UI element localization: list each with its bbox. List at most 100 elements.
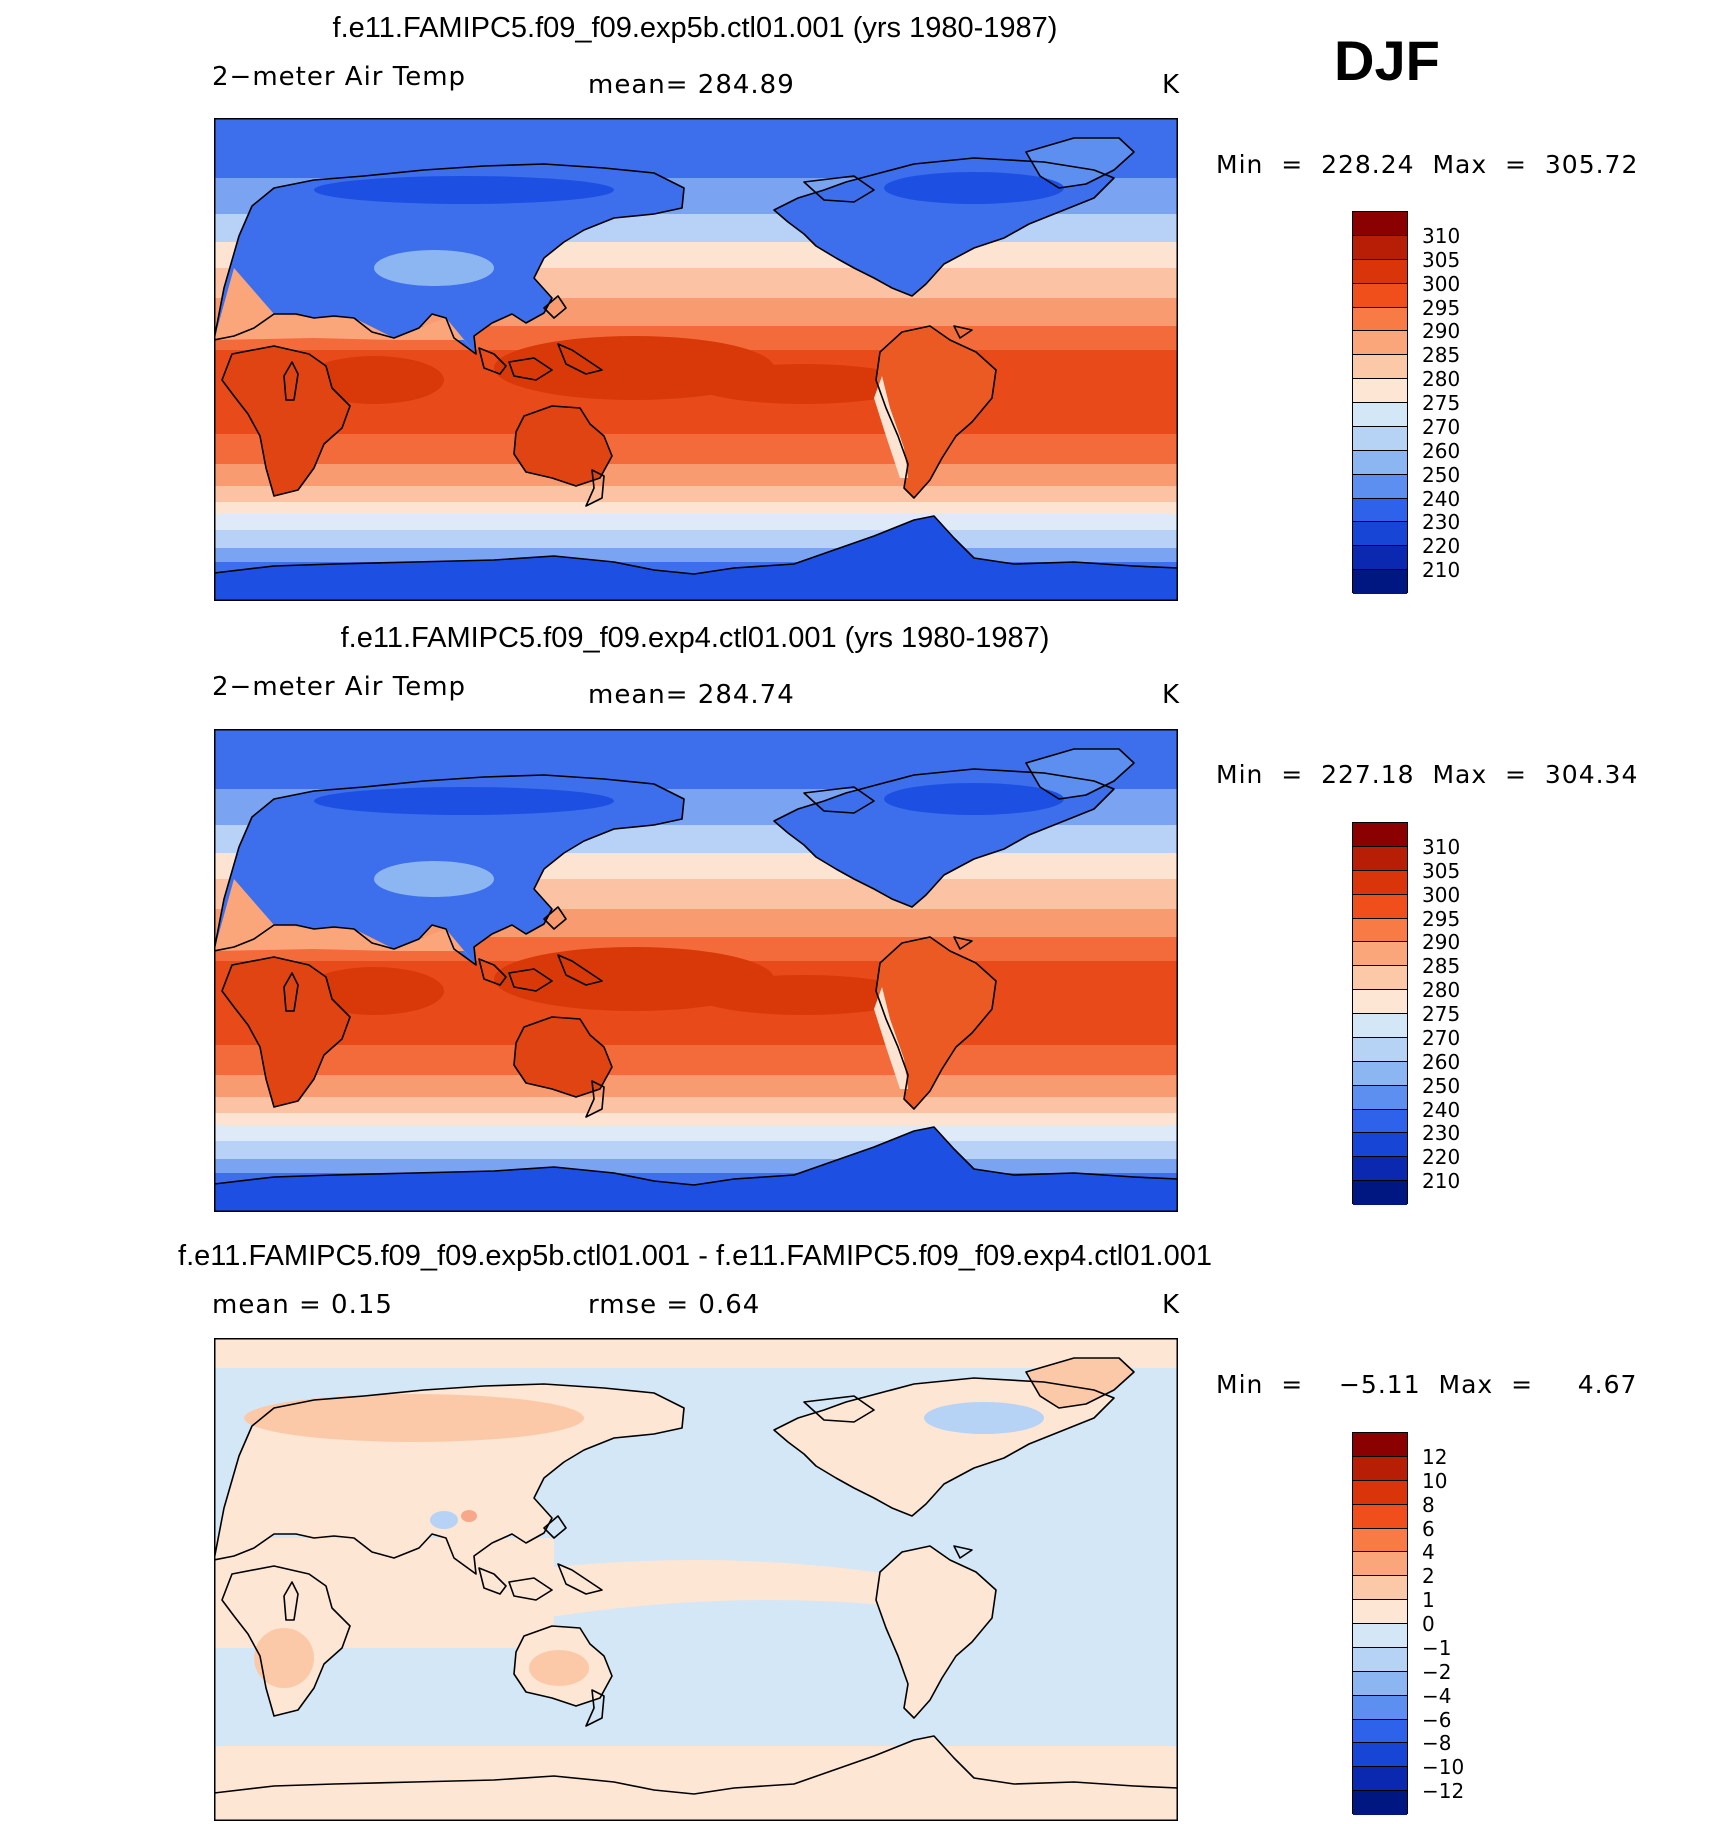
coastline xyxy=(773,768,1115,908)
panel-3-units-label: K xyxy=(1162,1290,1181,1320)
warm-pool xyxy=(304,356,444,404)
season-label: DJF xyxy=(1334,29,1440,92)
coastline xyxy=(773,1377,1115,1517)
panel-2-mean-label: mean= 284.74 xyxy=(588,680,795,710)
coastline xyxy=(214,774,685,966)
subtropical-land xyxy=(214,268,476,354)
panel-2-variable-label: 2−meter Air Temp xyxy=(212,672,467,702)
cold-core xyxy=(884,783,1064,815)
coastlines xyxy=(214,748,1178,1212)
colorbar-swatch xyxy=(1353,918,1407,943)
colorbar-tick-label: 260 xyxy=(1422,1049,1461,1074)
map-frame xyxy=(214,1338,1178,1821)
colorbar-swatch xyxy=(1353,1624,1407,1648)
island-coastline xyxy=(803,175,875,203)
panel-1-variable-label: 2−meter Air Temp xyxy=(212,62,467,92)
island-coastline xyxy=(557,954,603,986)
panel-3-minmax-label: Min = −5.11 Max = 4.67 xyxy=(1216,1370,1638,1399)
colorbar-swatch xyxy=(1353,1480,1407,1505)
panel-1-minmax-label: Min = 228.24 Max = 305.72 xyxy=(1216,150,1639,179)
colorbar-tick-label: 280 xyxy=(1422,978,1461,1003)
subtropical-land xyxy=(214,879,476,965)
colorbar-tick-label: 285 xyxy=(1422,343,1461,368)
panel-3-rmse-label: rmse = 0.64 xyxy=(588,1290,761,1320)
temperature-band xyxy=(214,1141,1178,1161)
island-coastline xyxy=(508,357,553,381)
panel-2-units-label: K xyxy=(1162,680,1181,710)
colorbar-swatch xyxy=(1353,1157,1407,1182)
colorbar-tick-label: 2 xyxy=(1422,1564,1435,1589)
island-coastline xyxy=(283,972,299,1012)
africa-fill xyxy=(222,346,350,496)
coastline xyxy=(221,1565,351,1717)
colorbar-swatch xyxy=(1353,1600,1407,1624)
temperature-band xyxy=(214,502,1178,516)
island-coastline xyxy=(508,1577,553,1601)
colorbar-tick-label: 270 xyxy=(1422,414,1461,439)
south-america-fill xyxy=(876,326,996,498)
colorbar-tick-label: 270 xyxy=(1422,1025,1461,1050)
temperature-band xyxy=(214,464,1178,490)
colorbar-swatch xyxy=(1353,1456,1407,1481)
panel-3-colorbar: 12 10 8 6 4 2 1 0 −1 −2 −4 −6 −8 −10 −12 xyxy=(1352,1432,1464,1815)
coastline xyxy=(513,405,613,487)
colorbar-swatch xyxy=(1353,1552,1407,1577)
colorbar-tick-label: 275 xyxy=(1422,1002,1461,1026)
panel-3-mean-label: mean = 0.15 xyxy=(212,1290,393,1320)
colorbar-swatch xyxy=(1353,307,1407,332)
temperature-band xyxy=(214,486,1178,506)
colorbar-swatch xyxy=(1353,570,1407,594)
diff-band xyxy=(544,1560,914,1618)
africa-fill xyxy=(222,957,350,1107)
island-coastline xyxy=(585,469,605,507)
colorbar-swatch xyxy=(1353,846,1407,871)
colorbar-swatch xyxy=(1353,450,1407,475)
temperature-band xyxy=(214,1113,1178,1127)
temperature-band xyxy=(214,1125,1178,1143)
diff-warm xyxy=(244,1394,584,1442)
colorbar-tick-label: 280 xyxy=(1422,367,1461,392)
diff-cool-spot xyxy=(430,1511,458,1529)
cold-core xyxy=(314,176,614,204)
diff-band xyxy=(214,1338,1178,1368)
australia-fill xyxy=(514,406,612,486)
island-coastline xyxy=(953,325,973,339)
panel-1-units-label: K xyxy=(1162,70,1181,100)
colorbar-tick-label: 305 xyxy=(1422,247,1461,272)
colorbar-swatch xyxy=(1353,379,1407,403)
island-coastline xyxy=(557,343,603,375)
colorbar-tick-label: −6 xyxy=(1422,1707,1452,1732)
colorbar-tick-label: 295 xyxy=(1422,906,1461,931)
colorbar-swatch xyxy=(1353,870,1407,895)
island-coastline xyxy=(803,1395,875,1423)
island-coastline xyxy=(508,968,553,992)
panel-3-map xyxy=(214,1338,1178,1821)
colorbar-swatch xyxy=(1353,331,1407,356)
greenland-fill xyxy=(1026,1358,1134,1408)
island-coastline xyxy=(585,1689,605,1727)
map-svg xyxy=(214,1338,1178,1821)
coastline xyxy=(1025,137,1135,189)
panel-1-map xyxy=(214,118,1178,601)
coastline xyxy=(875,325,997,499)
colorbar-swatch xyxy=(1353,259,1407,284)
map-svg xyxy=(214,118,1178,601)
coastline xyxy=(214,515,1178,601)
colorbar-swatch xyxy=(1353,942,1407,967)
colorbar-tick-label: 8 xyxy=(1422,1492,1435,1517)
coastline xyxy=(1025,748,1135,800)
colorbar-tick-label: 310 xyxy=(1422,223,1461,248)
panel-2-minmax-label: Min = 227.18 Max = 304.34 xyxy=(1216,760,1639,789)
warm-pool xyxy=(694,975,914,1015)
temperature-band xyxy=(214,514,1178,532)
colorbar-box xyxy=(1352,211,1408,594)
colorbar-swatch xyxy=(1353,966,1407,991)
panel-2-map xyxy=(214,729,1178,1212)
coastline xyxy=(221,956,351,1108)
coastline xyxy=(875,936,997,1110)
colorbar-swatch xyxy=(1353,1695,1407,1720)
colorbar-tick-label: 12 xyxy=(1422,1444,1448,1469)
colorbar-swatch xyxy=(1353,1791,1407,1815)
greenland-fill xyxy=(1026,138,1134,188)
